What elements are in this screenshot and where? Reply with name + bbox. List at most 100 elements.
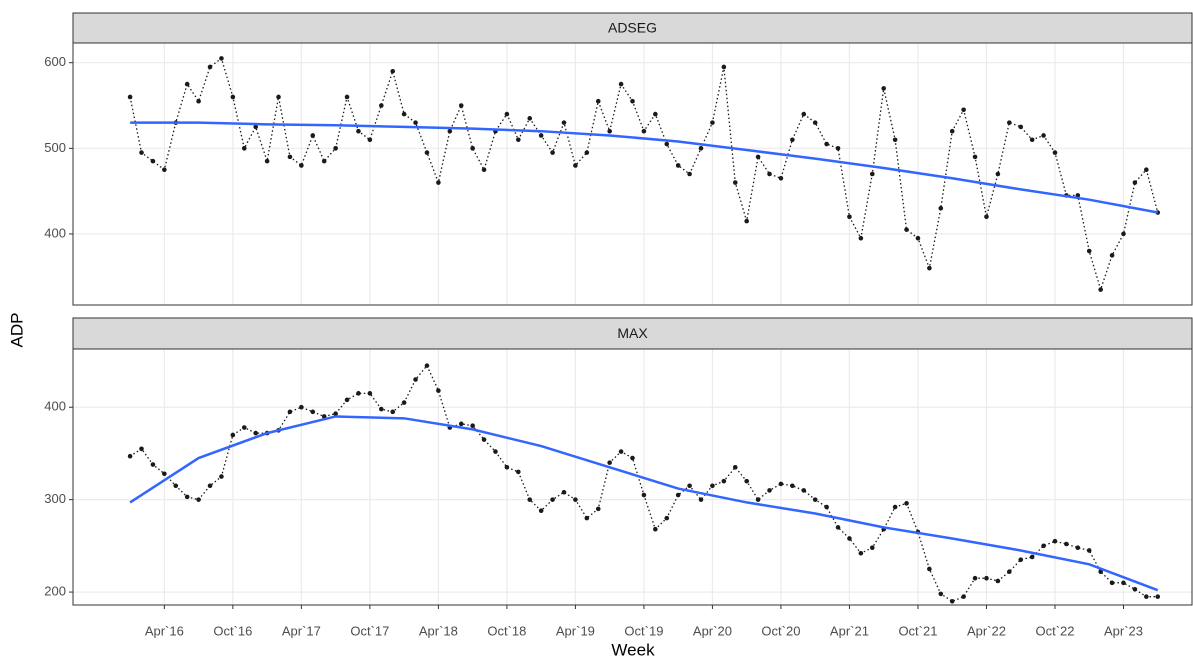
- data-point: [755, 154, 761, 160]
- data-point: [390, 68, 396, 74]
- x-tick-label: Oct`18: [487, 623, 526, 638]
- y-tick-label: 300: [44, 491, 66, 506]
- smooth-line: [129, 415, 1159, 592]
- data-point: [207, 483, 213, 489]
- data-point: [1132, 586, 1138, 592]
- x-tick-label: Apr`16: [145, 623, 184, 638]
- data-point: [1109, 580, 1115, 586]
- y-tick-label: 500: [44, 140, 66, 155]
- data-point: [424, 363, 430, 368]
- data-point: [1098, 569, 1103, 575]
- data-point: [984, 214, 989, 220]
- data-point: [333, 411, 338, 416]
- data-point: [1007, 569, 1012, 575]
- data-point: [595, 506, 601, 512]
- data-point: [481, 437, 487, 442]
- data-point: [573, 163, 578, 168]
- data-point: [139, 150, 144, 155]
- data-point: [641, 128, 647, 134]
- x-tick-label: Oct`20: [761, 623, 800, 638]
- data-point: [824, 141, 829, 147]
- data-point: [378, 406, 384, 412]
- data-point: [767, 171, 772, 177]
- data-point: [550, 497, 555, 502]
- data-point: [299, 404, 304, 410]
- data-point: [664, 141, 670, 147]
- x-tick-label: Oct`16: [213, 623, 252, 638]
- data-point: [390, 409, 396, 415]
- data-point: [892, 137, 898, 143]
- x-tick-label: Oct`22: [1035, 623, 1074, 638]
- data-point: [995, 171, 1001, 177]
- data-point: [367, 391, 373, 396]
- strip: [72, 317, 1193, 350]
- data-point: [538, 133, 544, 138]
- data-point: [413, 120, 418, 125]
- data-point: [401, 111, 407, 117]
- x-tick-label: Apr`22: [967, 623, 1006, 638]
- data-point: [869, 545, 875, 551]
- data-point: [253, 430, 258, 436]
- x-tick-label: Oct`17: [350, 623, 389, 638]
- data-point: [1121, 580, 1126, 586]
- data-point: [641, 492, 647, 498]
- x-tick-label: Apr`19: [556, 623, 595, 638]
- data-point: [698, 146, 704, 151]
- data-point: [835, 146, 841, 151]
- data-point: [150, 158, 156, 164]
- data-point: [869, 171, 875, 177]
- data-point: [607, 128, 612, 134]
- data-point: [618, 449, 624, 454]
- data-point: [698, 497, 704, 502]
- data-point: [173, 483, 179, 489]
- data-point: [630, 98, 635, 104]
- data-point: [527, 497, 533, 502]
- data-point: [1121, 231, 1126, 237]
- data-point: [630, 455, 635, 461]
- data-point: [858, 550, 864, 556]
- data-point: [687, 483, 692, 489]
- data-point: [653, 526, 658, 532]
- data-point: [1052, 150, 1058, 155]
- data-point: [356, 391, 361, 396]
- panel-background: [73, 43, 1192, 305]
- data-point: [778, 175, 784, 181]
- data-point: [230, 94, 236, 100]
- y-tick-label: 600: [44, 54, 66, 69]
- data-point: [812, 497, 818, 502]
- data-point: [196, 98, 201, 104]
- data-point: [127, 453, 133, 459]
- data-point: [1018, 557, 1024, 563]
- data-point: [401, 400, 407, 405]
- data-point: [470, 146, 475, 151]
- x-axis-title: Week: [611, 640, 655, 659]
- x-tick-label: Oct`21: [898, 623, 937, 638]
- data-point: [995, 578, 1001, 584]
- data-point: [790, 483, 795, 489]
- data-point: [1029, 554, 1035, 560]
- data-point: [687, 171, 692, 177]
- data-point: [778, 481, 784, 487]
- data-point: [458, 421, 464, 427]
- data-point: [287, 409, 293, 415]
- data-point: [892, 504, 898, 510]
- data-point: [961, 594, 966, 599]
- data-point: [812, 120, 818, 125]
- data-point: [927, 566, 932, 572]
- data-point: [424, 150, 430, 155]
- data-point: [1041, 133, 1046, 138]
- data-point: [607, 460, 612, 465]
- data-point: [595, 98, 601, 104]
- data-point: [881, 86, 887, 91]
- data-point: [732, 464, 738, 470]
- data-point: [790, 137, 795, 143]
- data-point: [413, 377, 418, 382]
- data-point: [447, 128, 453, 134]
- data-point: [904, 227, 909, 232]
- data-point: [436, 180, 441, 185]
- data-point: [1064, 541, 1069, 547]
- data-point: [458, 103, 464, 108]
- data-point: [1007, 120, 1012, 125]
- data-point: [847, 214, 852, 220]
- data-point: [276, 94, 281, 100]
